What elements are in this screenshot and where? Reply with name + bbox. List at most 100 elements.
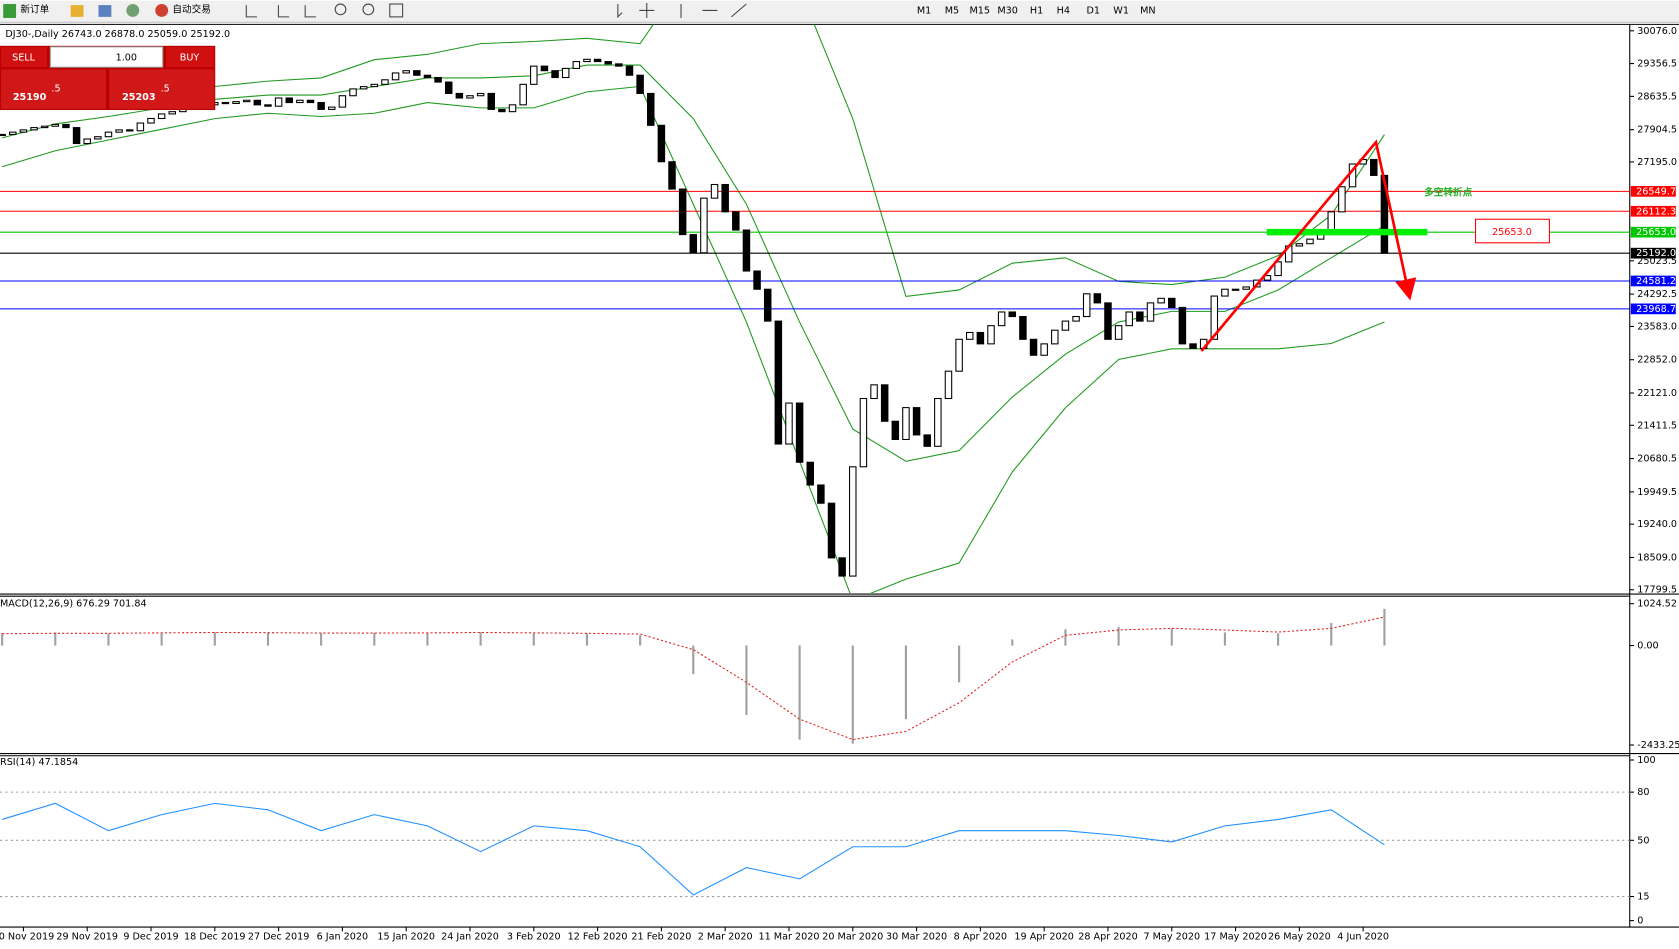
- x-tick-label: 19 Apr 2020: [1014, 932, 1074, 943]
- candle: [625, 65, 634, 76]
- toolbar-icon[interactable]: [98, 5, 112, 17]
- buy-label[interactable]: BUY: [180, 53, 200, 64]
- candle: [1231, 288, 1240, 291]
- new-order-icon[interactable]: [3, 4, 17, 18]
- sell-button[interactable]: [1, 46, 48, 68]
- sell-label[interactable]: SELL: [12, 53, 36, 64]
- candle: [221, 102, 230, 105]
- sell-price-fraction[interactable]: .5: [51, 84, 60, 95]
- chart-tools: [245, 2, 747, 19]
- candle: [413, 70, 421, 76]
- candle: [62, 123, 70, 129]
- toolbar: [0, 0, 1679, 23]
- candle: [253, 99, 262, 106]
- candle: [987, 325, 995, 345]
- timeframe-button[interactable]: H1: [1030, 5, 1043, 16]
- candle: [965, 331, 974, 340]
- new-order-button[interactable]: 新订单: [20, 3, 49, 15]
- timeframe-button[interactable]: D1: [1087, 5, 1101, 16]
- y-tick-label: 18509.0: [1637, 552, 1677, 563]
- candle: [763, 288, 772, 322]
- candle: [1146, 302, 1155, 322]
- candle: [1178, 306, 1187, 345]
- candle: [572, 61, 581, 69]
- x-tick-label: 8 Apr 2020: [954, 932, 1007, 943]
- candle: [795, 402, 804, 463]
- candle: [1338, 186, 1346, 213]
- candle: [891, 420, 900, 441]
- candle: [1221, 288, 1229, 297]
- x-tick-label: 26 May 2020: [1268, 932, 1331, 943]
- candle: [1370, 158, 1378, 176]
- candle: [115, 129, 123, 133]
- candle: [1008, 311, 1017, 318]
- buy-price-box[interactable]: [109, 69, 215, 109]
- candle: [997, 311, 1006, 327]
- candle: [136, 122, 145, 132]
- toolbar-icon[interactable]: [126, 4, 140, 17]
- y-tick-label: 19240.0: [1637, 519, 1677, 530]
- price-callout: 25653.0: [1492, 227, 1532, 238]
- macd-title: MACD(12,26,9) 676.29 701.84: [0, 599, 147, 610]
- x-tick-label: 27 Dec 2019: [248, 932, 310, 943]
- candle: [157, 113, 166, 120]
- candle: [1168, 297, 1176, 308]
- timeframe-button[interactable]: MN: [1140, 5, 1156, 16]
- sell-price[interactable]: 25190: [13, 92, 47, 103]
- candle: [444, 81, 453, 94]
- zoom-in-icon[interactable]: [334, 3, 347, 16]
- timeframe-button[interactable]: M30: [997, 5, 1018, 16]
- buy-price-fraction[interactable]: .5: [161, 84, 170, 95]
- x-tick-label: 11 Mar 2020: [758, 932, 819, 943]
- x-tick-label: 20 Nov 2019: [0, 932, 54, 943]
- timeframe-button[interactable]: W1: [1113, 5, 1129, 16]
- candle: [849, 466, 857, 577]
- price-panel: [0, 24, 1630, 593]
- sell-price-box[interactable]: [1, 69, 107, 109]
- rsi-tick-label: 50: [1637, 835, 1649, 846]
- timeframe-button[interactable]: H4: [1057, 5, 1070, 16]
- candle: [1210, 295, 1219, 340]
- candle: [306, 99, 315, 104]
- timeframe-button[interactable]: M1: [917, 5, 931, 16]
- y-tick-label: 23583.0: [1637, 321, 1677, 332]
- y-tick-label: 30076.0: [1637, 26, 1677, 37]
- lot-input[interactable]: [49, 46, 164, 68]
- candle: [317, 102, 325, 110]
- candle: [838, 557, 846, 577]
- candle: [1125, 311, 1133, 327]
- toolbar-icon[interactable]: [70, 5, 84, 17]
- candle: [285, 97, 293, 104]
- candle: [1019, 316, 1027, 340]
- candle: [83, 138, 91, 145]
- y-tick-label: 25023.5: [1637, 256, 1677, 267]
- chart-type-icons[interactable]: [245, 5, 316, 18]
- candle: [498, 108, 506, 113]
- candle: [678, 188, 687, 236]
- tile-icon[interactable]: [389, 3, 404, 18]
- lot-value[interactable]: 1.00: [116, 53, 137, 64]
- candle: [1029, 338, 1038, 356]
- candle: [1189, 343, 1197, 349]
- zoom-out-icon[interactable]: [362, 3, 375, 16]
- timeframe-button[interactable]: M15: [969, 5, 990, 16]
- auto-trading-icon[interactable]: [155, 4, 169, 17]
- candle: [370, 83, 379, 88]
- buy-price[interactable]: 25203: [122, 92, 156, 103]
- candle: [476, 92, 485, 97]
- rsi-line: [1, 802, 1385, 896]
- timeframe-button[interactable]: M5: [945, 5, 959, 16]
- candle: [487, 92, 496, 110]
- auto-trading-button[interactable]: 自动交易: [172, 3, 211, 15]
- candle: [508, 104, 517, 113]
- buy-button[interactable]: [165, 46, 215, 68]
- drawing-tools[interactable]: [617, 2, 747, 19]
- candle: [700, 197, 708, 254]
- candle: [1061, 320, 1070, 331]
- price-level-label: 23968.7: [1636, 304, 1676, 315]
- chart-title: DJ30-,Daily 26743.0 26878.0 25059.0 2519…: [5, 29, 230, 40]
- candle: [1295, 243, 1304, 247]
- candle: [264, 104, 272, 107]
- candle: [817, 484, 825, 504]
